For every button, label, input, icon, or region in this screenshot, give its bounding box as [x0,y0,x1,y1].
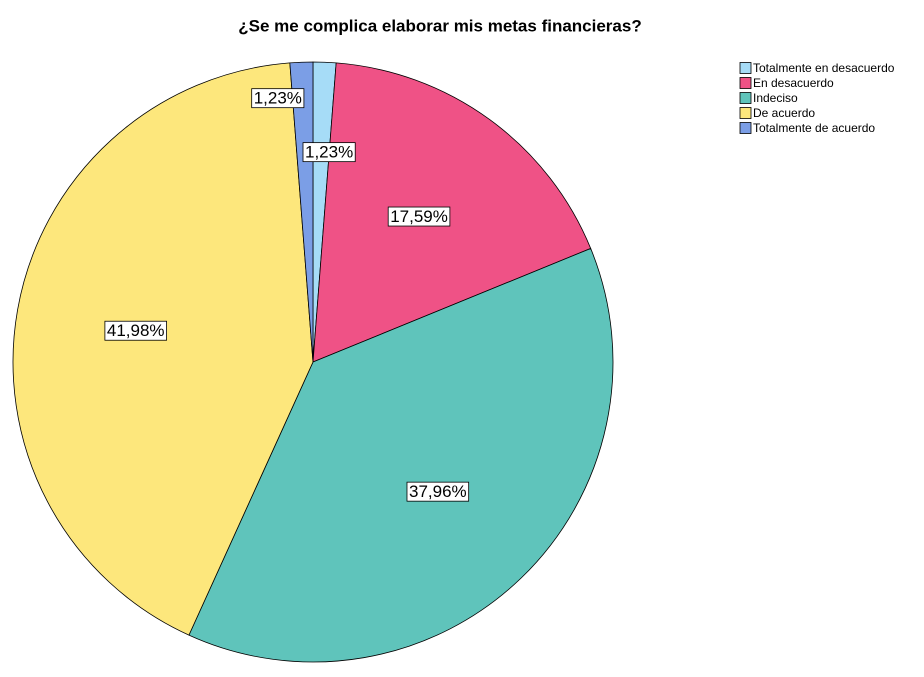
data-label-box [104,320,167,341]
legend-label: De acuerdo [753,106,815,120]
legend-swatch [739,77,752,89]
data-label: 17,59% [390,207,448,226]
chart-title: ¿Se me complica elaborar mis metas finan… [238,16,641,35]
legend-label: Totalmente de acuerdo [753,121,875,135]
pie-slice [312,62,592,363]
data-label: 41,98% [107,321,165,340]
legend-label: En desacuerdo [753,76,834,90]
legend-swatch [739,107,752,119]
data-label-box [387,206,451,227]
data-label: 1,23% [254,89,302,108]
data-label-box [406,481,470,502]
legend-label: Totalmente en desacuerdo [753,61,895,75]
legend-swatch [739,62,752,74]
pie-slice [289,61,314,363]
data-label: 37,96% [409,482,467,501]
data-label-box [302,142,356,163]
data-label-box [251,88,305,109]
data-label: 1,23% [305,143,353,162]
legend-swatch [739,122,752,134]
legend-label: Indeciso [753,91,798,105]
legend-swatch [739,92,752,104]
pie-slice [12,62,314,636]
pie-slice [188,247,614,663]
